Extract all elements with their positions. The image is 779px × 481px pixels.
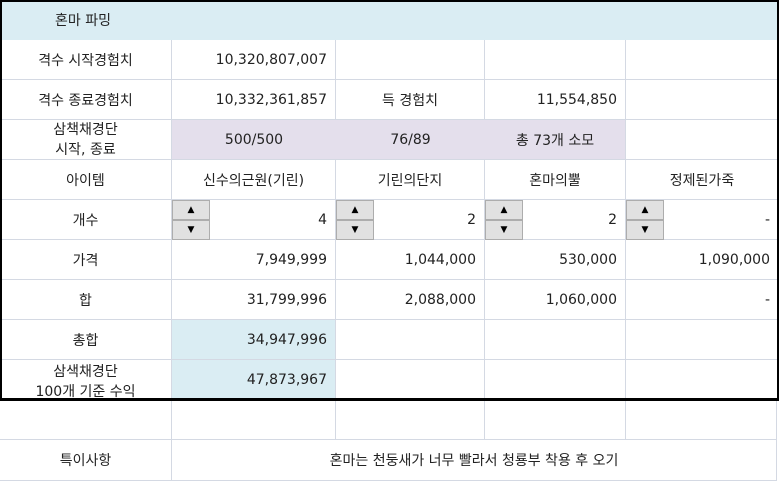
triangle-down-icon: ▼	[641, 225, 649, 235]
notes-value[interactable]: 혼마는 천둥새가 너무 빨라서 청룡부 착용 후 오기	[172, 440, 777, 481]
empty-cell[interactable]	[626, 400, 777, 440]
item-name[interactable]: 혼마의뿔	[485, 160, 626, 200]
profit-label-line1: 삼색채경단	[53, 364, 118, 380]
sum-value[interactable]: -	[626, 280, 779, 320]
price-value[interactable]: 530,000	[485, 240, 626, 280]
quantity-value[interactable]: 4	[172, 200, 336, 240]
spin-down-button[interactable]: ▼	[626, 220, 664, 240]
sum-value[interactable]: 1,060,000	[485, 280, 626, 320]
triangle-down-icon: ▼	[500, 225, 508, 235]
triangle-up-icon: ▲	[187, 205, 195, 215]
empty-cell[interactable]	[485, 360, 626, 400]
quantity-value[interactable]: 2	[485, 200, 626, 240]
triangle-up-icon: ▲	[351, 205, 359, 215]
spin-up-button[interactable]: ▲	[172, 200, 210, 220]
empty-cell[interactable]	[626, 120, 779, 160]
profit-value[interactable]: 47,873,967	[172, 360, 336, 400]
quantity-label[interactable]: 개수	[0, 200, 172, 240]
quantity-stepper[interactable]: ▲ ▼	[336, 200, 374, 240]
total-label[interactable]: 총합	[0, 320, 172, 360]
dango-label-line1: 삼책채경단	[53, 121, 118, 138]
notes-label[interactable]: 특이사항	[0, 440, 172, 481]
end-exp-label[interactable]: 격수 종료경험치	[0, 80, 172, 120]
empty-cell[interactable]	[626, 360, 779, 400]
profit-label-line2: 100개 기준 수익	[35, 384, 136, 400]
spin-up-button[interactable]: ▲	[336, 200, 374, 220]
total-value[interactable]: 34,947,996	[172, 320, 336, 360]
sum-label[interactable]: 합	[0, 280, 172, 320]
empty-cell[interactable]	[626, 40, 779, 80]
empty-cell[interactable]	[336, 40, 485, 80]
gain-exp-label[interactable]: 득 경험치	[336, 80, 485, 120]
gain-exp-value[interactable]: 11,554,850	[485, 80, 626, 120]
empty-cell[interactable]	[485, 320, 626, 360]
items-label[interactable]: 아이템	[0, 160, 172, 200]
empty-cell[interactable]	[336, 400, 485, 440]
spin-up-button[interactable]: ▲	[626, 200, 664, 220]
start-exp-label[interactable]: 격수 시작경험치	[0, 40, 172, 80]
quantity-stepper[interactable]: ▲ ▼	[172, 200, 210, 240]
triangle-up-icon: ▲	[500, 205, 508, 215]
triangle-up-icon: ▲	[641, 205, 649, 215]
spin-up-button[interactable]: ▲	[485, 200, 523, 220]
price-value[interactable]: 1,044,000	[336, 240, 485, 280]
dango-label[interactable]: 삼책채경단 시작, 종료	[0, 120, 172, 160]
spin-down-button[interactable]: ▼	[336, 220, 374, 240]
dango-start-end[interactable]: 500/500	[172, 120, 336, 160]
price-value[interactable]: 1,090,000	[626, 240, 779, 280]
empty-cell[interactable]	[172, 400, 336, 440]
quantity-stepper[interactable]: ▲ ▼	[485, 200, 523, 240]
triangle-down-icon: ▼	[187, 225, 195, 235]
empty-cell[interactable]	[336, 360, 485, 400]
spin-down-button[interactable]: ▼	[172, 220, 210, 240]
profit-label[interactable]: 삼색채경단 100개 기준 수익	[0, 360, 172, 400]
title: 혼마 파밍	[55, 13, 111, 29]
quantity-value[interactable]: 2	[336, 200, 485, 240]
dango-consumed[interactable]: 총 73개 소모	[485, 120, 626, 160]
quantity-stepper[interactable]: ▲ ▼	[626, 200, 664, 240]
end-exp-value[interactable]: 10,332,361,857	[172, 80, 336, 120]
start-exp-value[interactable]: 10,320,807,007	[172, 40, 336, 80]
empty-cell[interactable]	[0, 400, 172, 440]
triangle-down-icon: ▼	[351, 225, 359, 235]
price-label[interactable]: 가격	[0, 240, 172, 280]
item-name[interactable]: 기린의단지	[336, 160, 485, 200]
dango-label-line2: 시작, 종료	[55, 141, 116, 158]
title-cell[interactable]: 혼마 파밍	[0, 0, 779, 40]
dango-count[interactable]: 76/89	[336, 120, 485, 160]
sum-value[interactable]: 31,799,996	[172, 280, 336, 320]
price-value[interactable]: 7,949,999	[172, 240, 336, 280]
sum-value[interactable]: 2,088,000	[336, 280, 485, 320]
spin-down-button[interactable]: ▼	[485, 220, 523, 240]
empty-cell[interactable]	[626, 320, 779, 360]
item-name[interactable]: 신수의근원(기린)	[172, 160, 336, 200]
empty-cell[interactable]	[626, 80, 779, 120]
item-name[interactable]: 정제된가죽	[626, 160, 779, 200]
empty-cell[interactable]	[336, 320, 485, 360]
empty-cell[interactable]	[485, 400, 626, 440]
empty-cell[interactable]	[485, 40, 626, 80]
